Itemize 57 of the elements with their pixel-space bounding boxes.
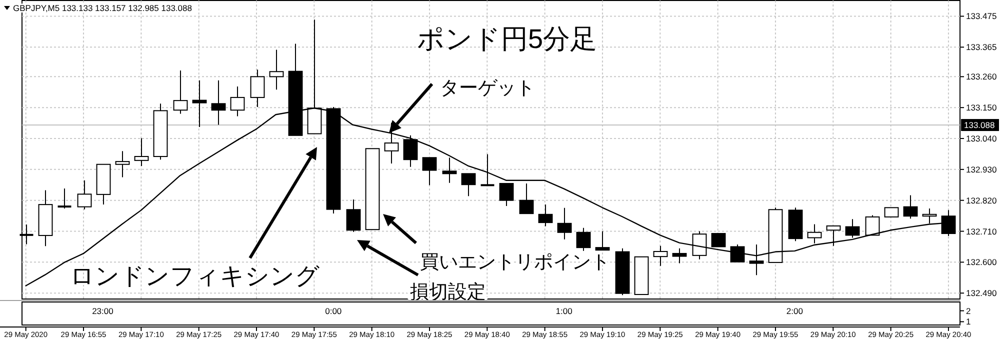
candlestick <box>730 244 745 262</box>
x-tick-label: 23:00 <box>92 306 114 316</box>
y-tick-label: 132.600 <box>966 257 997 268</box>
y-tick-label: 133.040 <box>966 134 997 144</box>
candlestick <box>384 122 399 164</box>
x-tick-label: 2:00 <box>786 306 804 316</box>
annotation: ターゲット <box>440 78 535 99</box>
y-tick-label: 133.475 <box>966 11 997 22</box>
candlestick <box>903 194 918 220</box>
candlestick <box>230 86 245 117</box>
candlestick <box>653 245 668 266</box>
candlestick <box>173 70 188 114</box>
candlestick <box>480 154 496 186</box>
annotation: ロンドンフィキシング <box>70 263 320 290</box>
candlestick <box>269 49 284 90</box>
candlestick <box>672 248 687 264</box>
candlestick <box>711 233 726 248</box>
candlestick <box>692 230 707 260</box>
candlestick <box>192 80 207 128</box>
candlestick <box>807 224 822 244</box>
candlestick <box>461 173 476 197</box>
candlestick <box>865 214 880 236</box>
y-tick-label: 132.820 <box>966 195 997 206</box>
candlestick <box>845 218 860 238</box>
y-tick-label: 2 <box>966 306 971 316</box>
candlestick <box>499 182 514 206</box>
candlestick <box>250 69 265 108</box>
candlestick <box>211 80 226 126</box>
candlestick <box>826 225 841 246</box>
candlestick <box>77 180 92 210</box>
y-tick-label: 133.365 <box>966 42 997 52</box>
y-tick-label: 133.260 <box>966 72 997 82</box>
annotation: 買いエントリポイント <box>420 252 610 273</box>
y-tick-label: 1 <box>966 316 971 327</box>
candlestick <box>749 244 764 276</box>
candlestick <box>557 207 572 240</box>
text: ポンド円5分足 <box>416 24 598 54</box>
candlestick <box>134 138 149 167</box>
y-tick-label: 132.930 <box>966 164 997 174</box>
candlestick <box>884 207 899 218</box>
candlestick <box>56 188 72 209</box>
y-tick-label: 133.150 <box>966 102 997 113</box>
candlestick <box>922 208 937 224</box>
candlestick <box>519 182 534 214</box>
candlestick <box>115 150 130 178</box>
x-tick-label: 0:00 <box>325 306 342 316</box>
y-tick-label: 132.490 <box>966 288 997 298</box>
candlestick <box>442 157 457 184</box>
ref-line-label: 133.088 <box>964 120 995 130</box>
x-tick-label: 1:00 <box>556 306 573 316</box>
candlestick <box>422 157 437 186</box>
candlestick <box>346 199 361 232</box>
candlestick <box>576 227 591 252</box>
candlestick <box>595 230 610 251</box>
candlestick <box>538 204 553 227</box>
candlestick <box>403 134 418 168</box>
y-tick-label: 132.710 <box>966 226 997 236</box>
